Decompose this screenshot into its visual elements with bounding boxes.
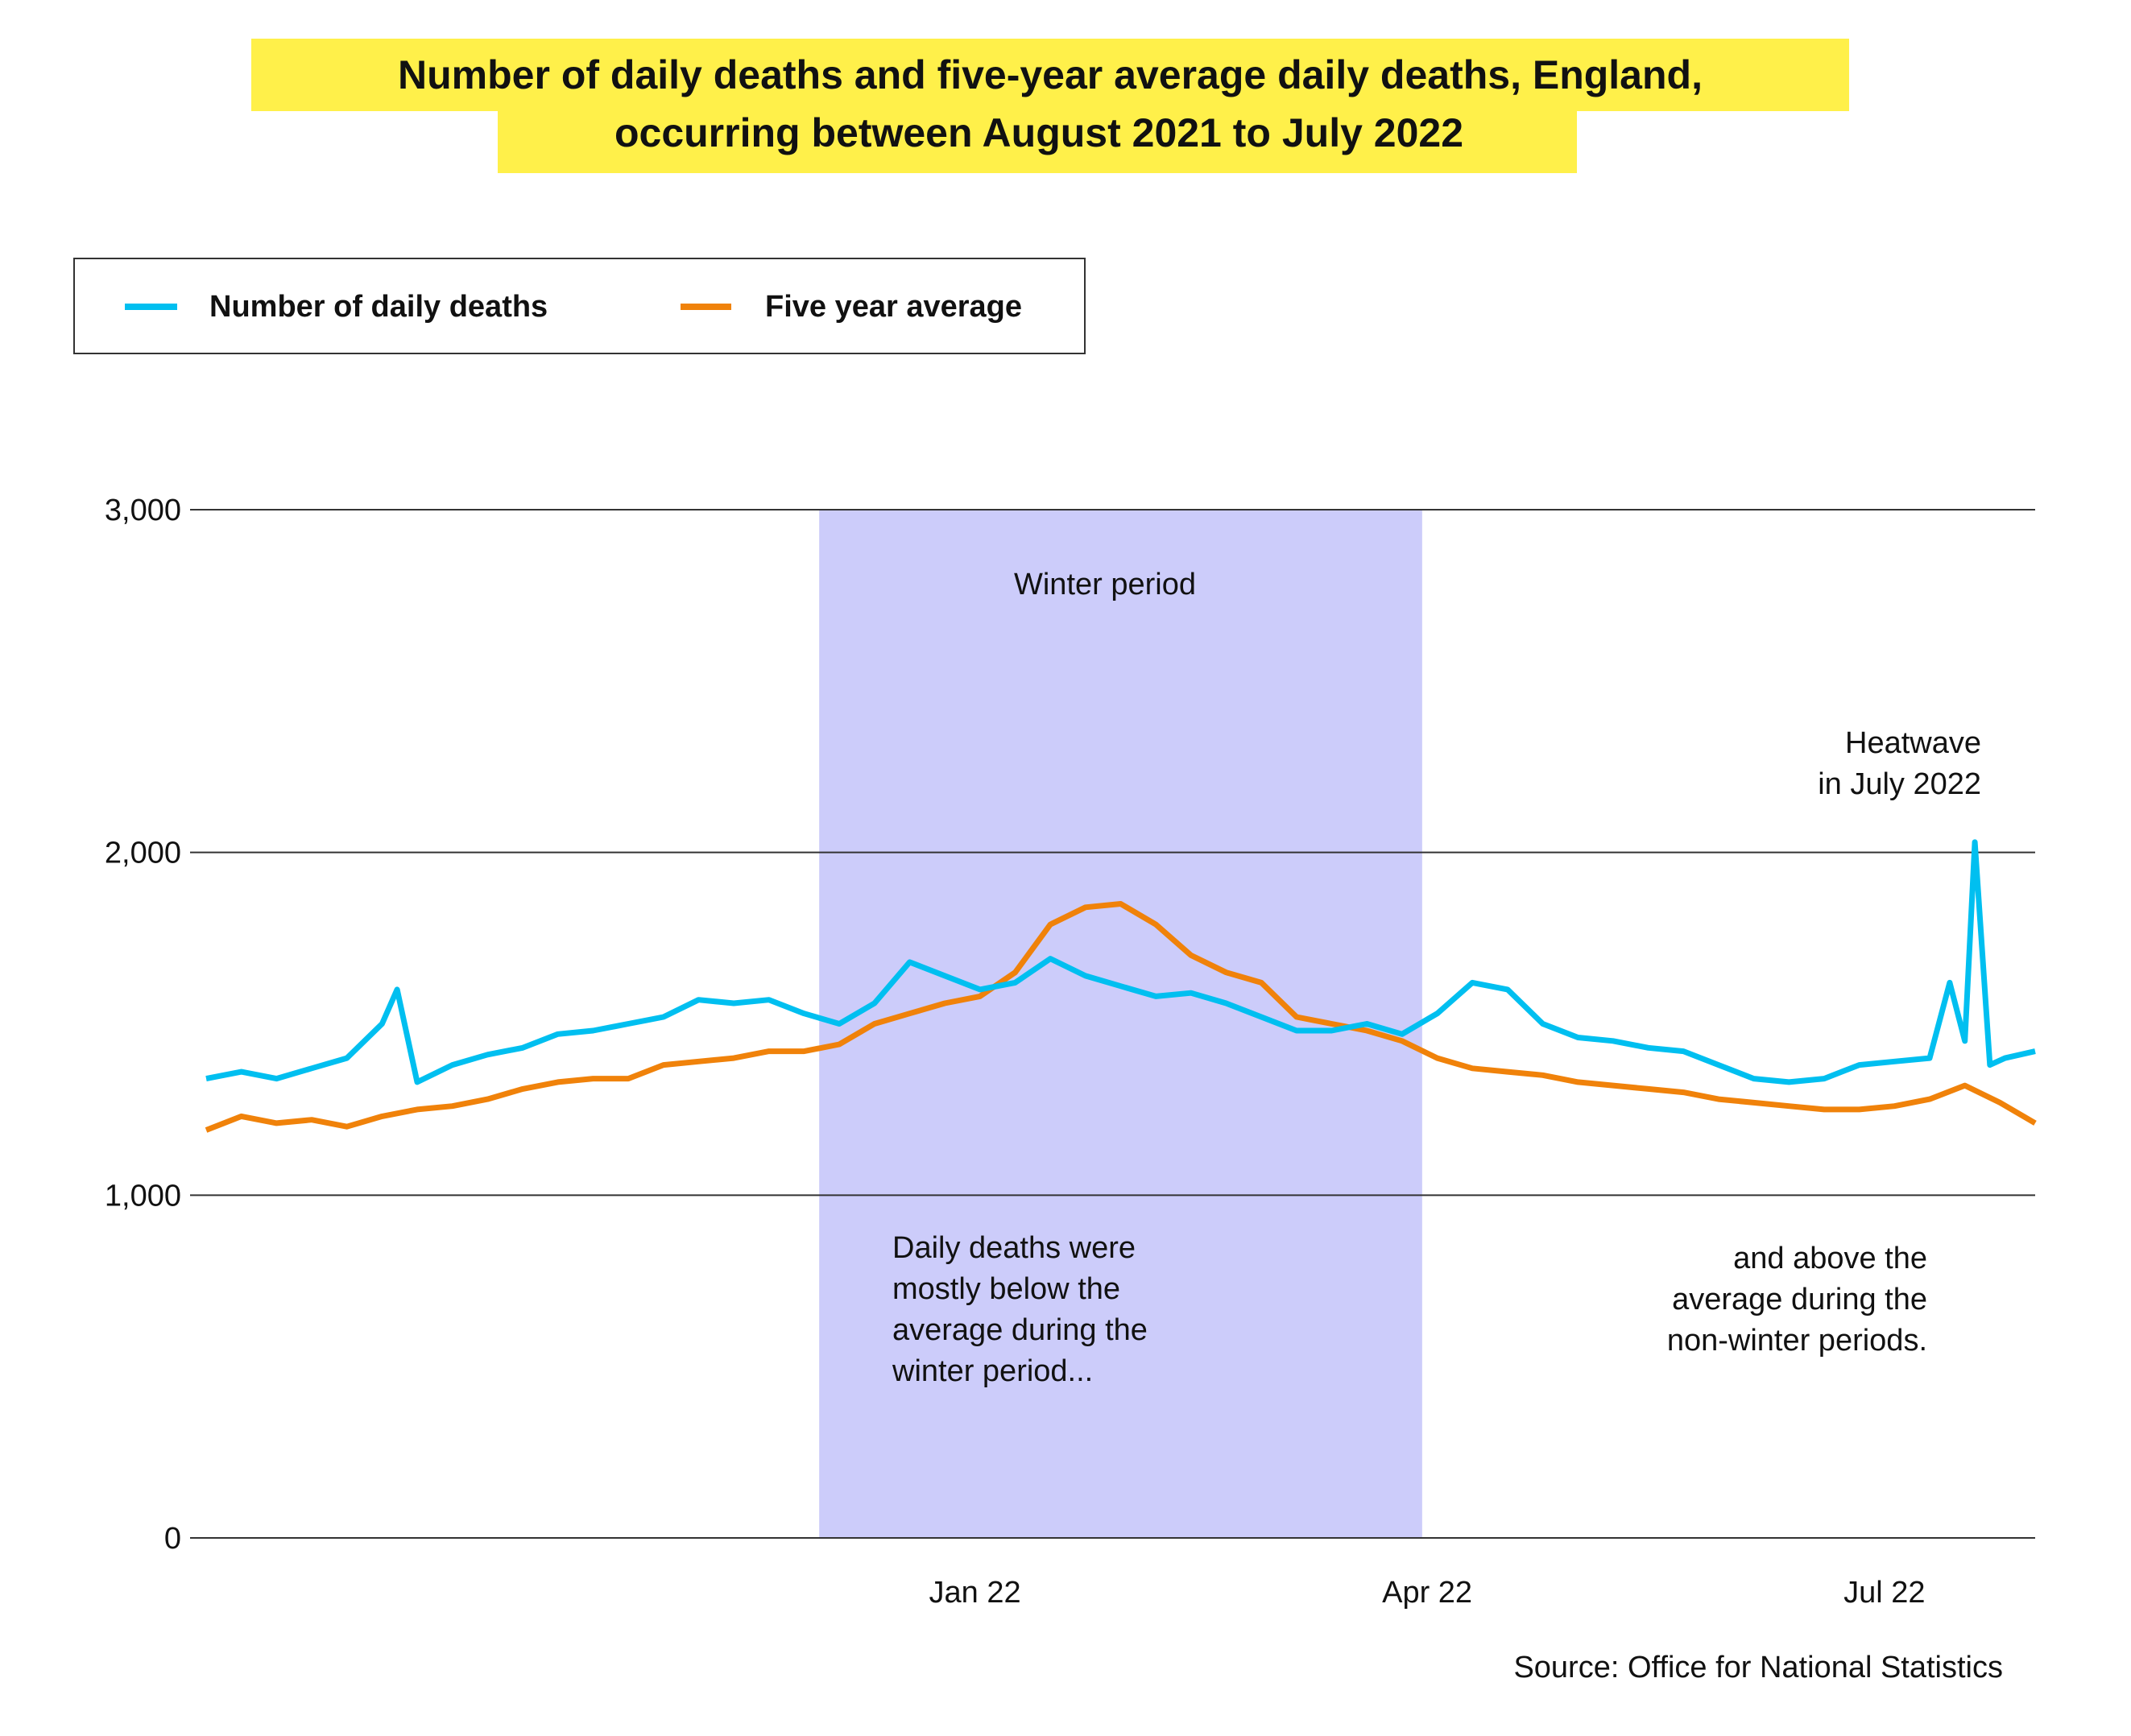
winter-note: Daily deaths were mostly below the avera… (892, 1231, 1148, 1388)
y-tick-label: 3,000 (105, 494, 181, 527)
winter-note-line: Daily deaths were (892, 1231, 1136, 1265)
heatwave-note-line: in July 2022 (1818, 767, 1981, 801)
heatwave-note-line: Heatwave (1845, 726, 1981, 760)
winter-note-line: average during the (892, 1313, 1148, 1347)
x-tick-label: Apr 22 (1382, 1576, 1472, 1610)
winter-period-label: Winter period (1014, 568, 1196, 601)
legend: Number of daily deaths Five year average (73, 258, 1086, 354)
x-tick-label: Jul 22 (1843, 1576, 1925, 1610)
heatwave-note: Heatwave in July 2022 (1818, 726, 1981, 801)
chart-title-line-1: Number of daily deaths and five-year ave… (398, 52, 1703, 97)
series-line-daily-deaths (205, 839, 2036, 1085)
non-winter-note-line: non-winter periods. (1667, 1324, 1927, 1358)
series-line-five-year-average (205, 901, 2037, 1133)
non-winter-note: and above the average during the non-win… (1667, 1242, 1927, 1358)
winter-note-line: mostly below the (892, 1272, 1120, 1306)
source-note: Source: Office for National Statistics (1513, 1651, 2003, 1684)
title-highlight-2 (498, 110, 1577, 173)
title-highlight-1 (251, 39, 1849, 111)
y-tick-label: 2,000 (105, 837, 181, 870)
y-tick-label: 1,000 (105, 1179, 181, 1213)
non-winter-note-line: average during the (1672, 1283, 1927, 1316)
legend-label-daily: Number of daily deaths (209, 290, 548, 324)
y-tick-label: 0 (164, 1522, 181, 1556)
x-tick-label: Jan 22 (929, 1576, 1021, 1610)
non-winter-note-line: and above the (1733, 1242, 1927, 1275)
winter-note-line: winter period... (892, 1354, 1093, 1388)
chart-title-line-2: occurring between August 2021 to July 20… (614, 110, 1463, 155)
legend-label-average: Five year average (765, 290, 1022, 324)
